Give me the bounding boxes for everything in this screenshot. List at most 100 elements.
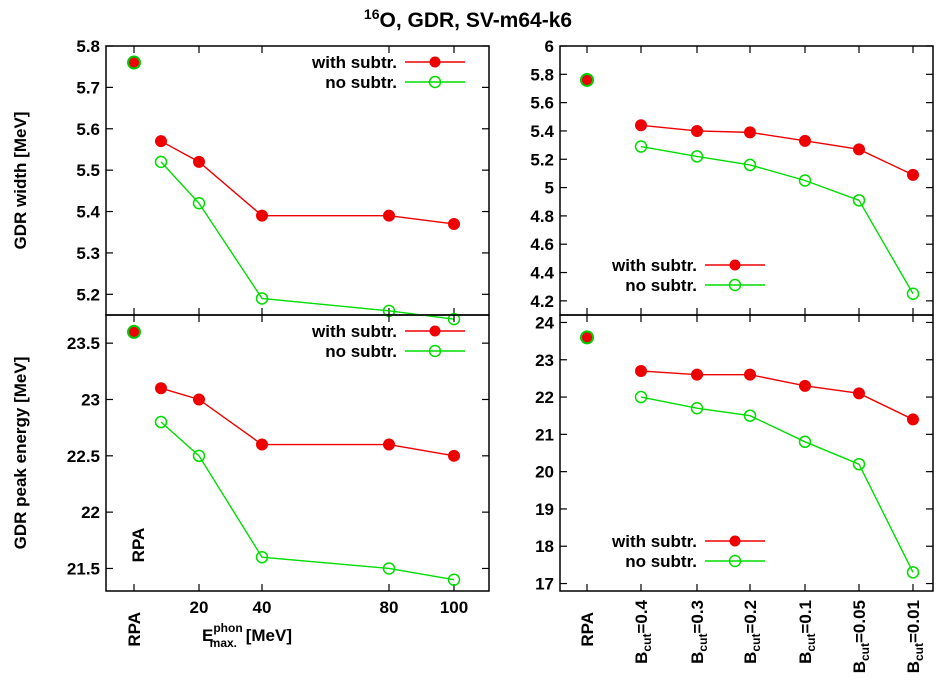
legend-label-with-subtr: with subtr. xyxy=(311,322,397,341)
legend-label-with-subtr: with subtr. xyxy=(611,532,697,551)
legend-marker-no-subtr xyxy=(428,344,442,358)
x-tick-label-bcut: Bcut=0.1 xyxy=(796,600,818,664)
data-point-with-subtr xyxy=(383,438,395,451)
data-point-with-subtr xyxy=(155,135,167,148)
y-tick-label: 4.2 xyxy=(530,292,554,311)
data-point-no-subtr xyxy=(743,158,757,172)
data-point-with-subtr xyxy=(635,364,647,377)
y-tick-label: 5.5 xyxy=(76,161,100,180)
rpa-data-point xyxy=(127,324,141,339)
legend-marker-no-subtr xyxy=(428,75,442,89)
rpa-annotation: RPA xyxy=(129,528,148,563)
x-axis-label-sub: max. xyxy=(210,636,237,650)
y-tick-label: 4.8 xyxy=(530,207,554,226)
data-point-no-subtr xyxy=(192,449,206,463)
data-point-no-subtr xyxy=(634,140,648,153)
panel-top-right: 4.2 4.4 4.6 4.8 5 5.2 5.4 5.6 5.8 6 with subtr.no … xyxy=(530,37,934,316)
y-tick-label: 24 xyxy=(535,313,554,332)
series-line-with-subtr xyxy=(640,370,914,421)
data-point-with-subtr xyxy=(691,124,703,137)
legend-label-no-subtr: no subtr. xyxy=(325,342,397,361)
data-point-with-subtr xyxy=(744,368,756,381)
legend-label-no-subtr: no subtr. xyxy=(625,552,697,571)
y-tick-label: 21 xyxy=(535,425,554,444)
data-point-with-subtr xyxy=(256,438,268,451)
legend-marker-no-subtr xyxy=(728,278,742,292)
x-tick-label-bcut: Bcut=0.4 xyxy=(632,599,654,663)
figure-title: 16O, GDR, SV-m64-k6 xyxy=(364,6,572,32)
y-tick-label: 18 xyxy=(535,537,554,556)
y-tick-label: 5.8 xyxy=(76,37,100,56)
data-point-no-subtr xyxy=(852,194,866,207)
x-axis-label-unit: [MeV] xyxy=(241,626,292,645)
y-tick-label: 5.4 xyxy=(530,122,554,141)
y-axis-label: GDR width [MeV] xyxy=(11,112,30,250)
plot-frame xyxy=(559,314,934,592)
legend-marker-with-subtr xyxy=(729,535,741,547)
plot-frame xyxy=(105,314,490,592)
data-point-with-subtr xyxy=(635,119,647,132)
y-tick-label: 5.6 xyxy=(530,94,554,113)
title-superscript: 16 xyxy=(364,6,380,22)
legend-marker-with-subtr xyxy=(429,325,441,337)
title-main: O, GDR, SV-m64-k6 xyxy=(380,9,573,32)
x-tick-label: 100 xyxy=(440,598,468,617)
y-tick-label: 5.4 xyxy=(76,203,100,222)
data-point-no-subtr xyxy=(154,155,168,169)
data-point-no-subtr xyxy=(690,150,704,163)
y-tick-label: 22 xyxy=(81,503,100,522)
y-tick-label: 21.5 xyxy=(67,559,100,578)
legend-marker-no-subtr xyxy=(728,554,742,568)
series-line-with-subtr xyxy=(160,387,455,457)
x-axis-label: Ephon max. [MeV] xyxy=(202,621,292,650)
data-point-no-subtr xyxy=(634,390,648,404)
series-line-no-subtr xyxy=(640,396,914,573)
data-point-with-subtr xyxy=(799,379,811,392)
data-point-no-subtr xyxy=(906,566,920,579)
series-line-no-subtr xyxy=(160,161,455,320)
y-tick-label: 23 xyxy=(81,390,100,409)
x-tick-label-bcut: Bcut=0.05 xyxy=(850,600,872,673)
y-axis-label: GDR peak energy [MeV] xyxy=(11,357,30,550)
y-tick-label: 5.8 xyxy=(530,65,554,84)
data-point-with-subtr xyxy=(256,209,268,222)
x-tick-label-rpa: RPA xyxy=(125,612,144,647)
data-point-no-subtr xyxy=(382,562,396,575)
data-point-with-subtr xyxy=(744,126,756,139)
x-tick-label: 20 xyxy=(190,598,209,617)
y-tick-label: 6 xyxy=(545,37,554,56)
data-point-no-subtr xyxy=(255,292,269,305)
data-point-no-subtr xyxy=(192,197,206,210)
panel-top-left: 5.2 5.3 5.4 5.5 5.6 5.7 5.8 GDR width [MeV] with… xyxy=(11,37,490,326)
data-point-with-subtr xyxy=(853,387,865,400)
y-tick-label: 5.2 xyxy=(76,285,100,304)
data-point-no-subtr xyxy=(906,287,920,301)
panel-bottom-left: 21.5 22 22.5 23 23.5 GDR peak energy [MeV] wit… xyxy=(11,314,490,592)
y-tick-label: 4.4 xyxy=(530,264,554,283)
y-tick-label: 5.6 xyxy=(76,120,100,139)
y-tick-label: 19 xyxy=(535,500,554,519)
series-line-no-subtr xyxy=(640,145,914,295)
x-tick-label-bcut: Bcut=0.2 xyxy=(741,600,763,664)
y-tick-label: 5.3 xyxy=(76,244,100,263)
y-tick-label: 20 xyxy=(535,463,554,482)
data-point-no-subtr xyxy=(798,174,812,187)
x-axis-label-sup: phon xyxy=(213,621,242,635)
legend-label-with-subtr: with subtr. xyxy=(611,256,697,275)
legend-marker-with-subtr xyxy=(429,56,441,68)
y-tick-label: 22 xyxy=(535,388,554,407)
x-tick-label-rpa-right: RPA xyxy=(578,612,597,647)
data-point-with-subtr xyxy=(383,209,395,222)
x-tick-label: 80 xyxy=(380,598,399,617)
data-point-with-subtr xyxy=(448,449,460,462)
data-point-with-subtr xyxy=(691,368,703,381)
y-tick-label: 5.7 xyxy=(76,78,100,97)
x-axis-label-main: E xyxy=(202,626,213,645)
x-tick-label-bcut: Bcut=0.3 xyxy=(688,600,710,664)
y-tick-label: 4.6 xyxy=(530,235,554,254)
legend-marker-with-subtr xyxy=(729,259,741,271)
panel-bottom-right: 17 18 19 20 21 22 23 24 with subtr.no subtr. xyxy=(535,313,934,594)
y-tick-label: 22.5 xyxy=(67,447,100,466)
data-point-no-subtr xyxy=(798,435,812,449)
